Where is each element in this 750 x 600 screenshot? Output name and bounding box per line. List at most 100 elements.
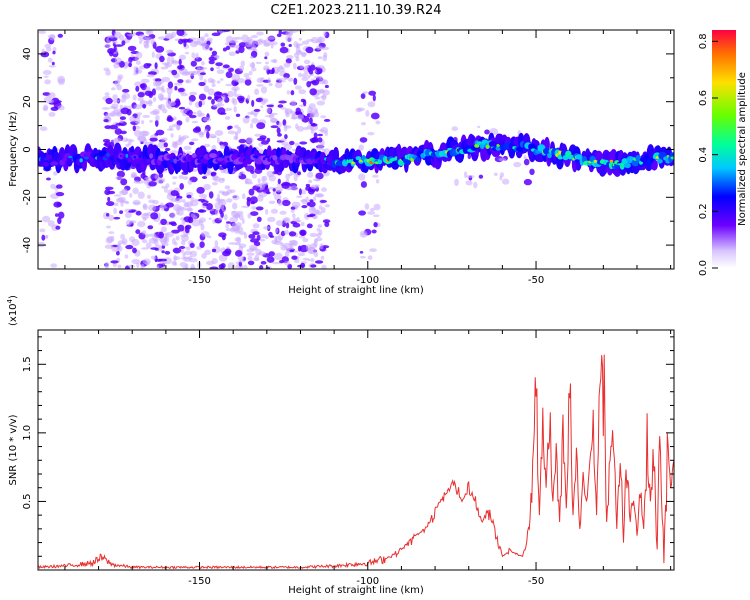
spectrogram-noise-speckle (198, 81, 206, 87)
spectrogram-noise-speckle (187, 179, 193, 185)
spectrogram-noise-speckle (218, 216, 223, 221)
spectrogram-ridge-peak (68, 155, 73, 159)
y-tick-label: 40 (22, 48, 33, 61)
spectrogram-noise-speckle (106, 201, 115, 207)
spectrogram-noise-speckle (292, 213, 296, 218)
spectrogram-noise-speckle (45, 234, 49, 238)
spectrogram-noise-speckle (232, 36, 238, 41)
spectrogram-noise-speckle (281, 199, 291, 207)
spectrogram-noise-speckle (185, 224, 192, 230)
spectrogram-noise-speckle (243, 73, 250, 78)
spectrogram-noise-speckle (250, 201, 255, 205)
spectrogram-noise-speckle (283, 62, 291, 68)
spectrogram-noise-speckle (313, 240, 318, 247)
spectrogram-noise-speckle (473, 181, 478, 189)
spectrogram-ridge-cell (669, 152, 674, 157)
spectrogram-noise-speckle (130, 174, 135, 179)
spectrogram-noise-speckle (316, 65, 325, 69)
spectrogram-noise-speckle (308, 179, 313, 184)
spectrogram-noise-speckle (371, 229, 377, 234)
spectrogram-x-axis: -150 -100 -50 (64, 30, 672, 286)
spectrogram-noise-speckle (189, 250, 198, 258)
spectrogram-noise-speckle (493, 172, 498, 176)
spectrogram-noise-speckle (210, 135, 217, 139)
spectrogram-noise-speckle (117, 196, 126, 203)
spectrogram-noise-speckle (268, 231, 273, 238)
spectrogram-noise-speckle (201, 176, 208, 179)
spectrogram-noise-speckle (280, 107, 287, 110)
spectrogram-noise-speckle (141, 120, 145, 125)
spectrogram-noise-speckle (290, 220, 298, 225)
spectrogram-noise-speckle (290, 209, 295, 213)
spectrogram-noise-speckle (310, 36, 319, 44)
spectrogram-noise-speckle (264, 61, 270, 65)
spectrogram-ridge-cell (50, 161, 59, 166)
spectrogram-noise-speckle (201, 61, 205, 66)
spectrogram-noise-speckle (140, 78, 150, 84)
spectrogram-noise-speckle (307, 74, 311, 79)
spectrogram-noise-speckle (168, 221, 173, 225)
spectrogram-noise-speckle (139, 130, 148, 137)
spectrogram-noise-speckle (149, 110, 159, 115)
spectrogram-noise-speckle (203, 183, 211, 191)
spectrogram-noise-speckle (145, 242, 152, 249)
y-tick-label: 0.5 (22, 493, 33, 509)
spectrogram-noise-speckle (238, 261, 243, 267)
spectrogram-noise-speckle (285, 58, 292, 64)
spectrogram-noise-speckle (367, 101, 376, 108)
spectrogram-noise-speckle (104, 261, 110, 269)
spectrogram-noise-speckle (247, 39, 256, 46)
spectrogram-noise-speckle (172, 181, 176, 185)
spectrogram-noise-speckle (310, 258, 315, 263)
spectrogram-noise-speckle (253, 241, 261, 247)
spectrogram-noise-speckle (206, 131, 210, 139)
spectrogram-noise-speckle (120, 178, 128, 186)
spectrogram-noise-speckle (143, 63, 151, 69)
spectrogram-noise-speckle (266, 36, 276, 40)
spectrogram-noise-speckle (285, 222, 290, 229)
spectrogram-noise-speckle (277, 178, 281, 185)
spectrogram-noise-speckle (361, 122, 366, 126)
spectrogram-noise-speckle (165, 231, 174, 238)
spectrogram-noise-speckle (369, 248, 377, 253)
spectrogram-noise-speckle (134, 129, 142, 137)
spectrogram-noise-speckle (120, 233, 125, 240)
spectrogram-noise-speckle (127, 45, 137, 52)
spectrogram-noise-speckle (360, 181, 367, 188)
spectrogram-noise-speckle (179, 54, 186, 60)
spectrogram-noise-speckle (189, 242, 195, 248)
spectrogram-noise-speckle (158, 231, 165, 239)
spectrogram-noise-speckle (49, 99, 54, 104)
spectrogram-noise-speckle (229, 40, 239, 44)
spectrogram-noise-speckle (294, 142, 299, 147)
spectrogram-noise-speckle (324, 204, 330, 208)
spectrogram-noise-speckle (113, 202, 119, 207)
spectrogram-noise-speckle (260, 140, 269, 145)
spectrogram-noise-speckle (116, 243, 121, 251)
spectrogram-noise-speckle (129, 193, 133, 198)
spectrogram-noise-speckle (359, 251, 364, 254)
spectrogram-noise-speckle (165, 32, 174, 40)
spectrogram-noise-speckle (121, 188, 128, 196)
spectrogram-noise-speckle (154, 78, 162, 82)
spectrogram-noise-speckle (129, 139, 135, 143)
spectrogram-noise-speckle (314, 107, 318, 113)
spectrogram-noise-speckle (305, 46, 314, 54)
spectrogram-noise-speckle (224, 107, 233, 111)
spectrogram-noise-speckle (247, 111, 255, 115)
spectrogram-noise-speckle (132, 247, 137, 254)
spectrogram-noise-speckle (321, 94, 327, 101)
spectrogram-noise-speckle (140, 263, 145, 269)
spectrogram-noise-speckle (176, 30, 185, 36)
spectrogram-noise-speckle (138, 40, 143, 44)
spectrogram-noise-speckle (324, 84, 329, 89)
spectrogram-noise-speckle (319, 76, 324, 81)
spectrogram-noise-speckle (117, 264, 122, 269)
spectrogram-noise-speckle (183, 39, 187, 48)
spectrogram-noise-speckle (297, 252, 306, 257)
spectrogram-noise-speckle (287, 77, 294, 82)
spectrogram-noise-speckle (253, 257, 260, 262)
spectrogram-ridge-cell (335, 160, 344, 167)
spectrogram-noise-speckle (251, 117, 259, 124)
